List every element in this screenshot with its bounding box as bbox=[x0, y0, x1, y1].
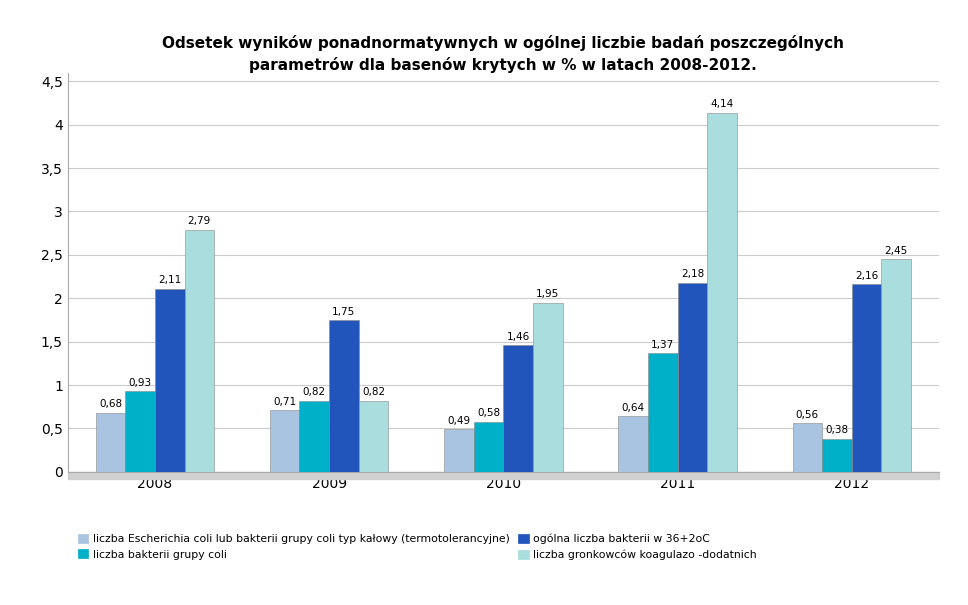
Bar bbox=[125, 391, 155, 472]
Text: 1,37: 1,37 bbox=[651, 339, 675, 350]
Text: 4,14: 4,14 bbox=[711, 99, 734, 109]
Bar bbox=[96, 413, 125, 472]
Bar bbox=[473, 422, 503, 472]
Text: 2,18: 2,18 bbox=[681, 269, 704, 279]
Text: 0,56: 0,56 bbox=[796, 410, 819, 420]
Text: 2,16: 2,16 bbox=[855, 271, 878, 281]
Bar bbox=[822, 439, 852, 472]
Bar bbox=[155, 289, 185, 472]
Bar bbox=[503, 345, 533, 472]
Bar bbox=[619, 416, 648, 472]
Text: 0,38: 0,38 bbox=[826, 425, 849, 436]
Bar bbox=[882, 259, 911, 472]
Text: 2,11: 2,11 bbox=[158, 275, 181, 286]
Text: 1,95: 1,95 bbox=[536, 289, 560, 299]
Bar bbox=[299, 401, 329, 472]
Legend: liczba Escherichia coli lub bakterii grupy coli typ kałowy (termotolerancyjne), : liczba Escherichia coli lub bakterii gru… bbox=[74, 529, 762, 564]
Text: 1,46: 1,46 bbox=[506, 332, 529, 342]
Bar bbox=[359, 401, 388, 472]
Text: 0,68: 0,68 bbox=[99, 399, 122, 410]
Text: 0,58: 0,58 bbox=[477, 408, 500, 418]
Bar bbox=[852, 284, 882, 472]
Bar bbox=[185, 230, 214, 472]
Bar bbox=[793, 424, 822, 472]
Text: 1,75: 1,75 bbox=[332, 307, 355, 316]
Text: 0,49: 0,49 bbox=[447, 416, 470, 426]
Text: 0,64: 0,64 bbox=[621, 403, 645, 413]
Text: 2,45: 2,45 bbox=[885, 246, 908, 256]
Bar bbox=[444, 430, 473, 472]
Text: 0,71: 0,71 bbox=[273, 397, 296, 407]
Bar bbox=[329, 320, 359, 472]
Text: 0,82: 0,82 bbox=[303, 387, 326, 397]
Bar bbox=[533, 302, 562, 472]
Bar bbox=[648, 353, 678, 472]
Text: 0,93: 0,93 bbox=[129, 378, 152, 388]
Bar bbox=[270, 410, 299, 472]
Title: Odsetek wyników ponadnormatywnych w ogólnej liczbie badań poszczególnych
paramet: Odsetek wyników ponadnormatywnych w ogól… bbox=[163, 36, 844, 73]
Text: 0,82: 0,82 bbox=[362, 387, 385, 397]
Bar bbox=[708, 113, 737, 472]
Text: 2,79: 2,79 bbox=[188, 216, 211, 226]
Bar bbox=[678, 283, 708, 472]
